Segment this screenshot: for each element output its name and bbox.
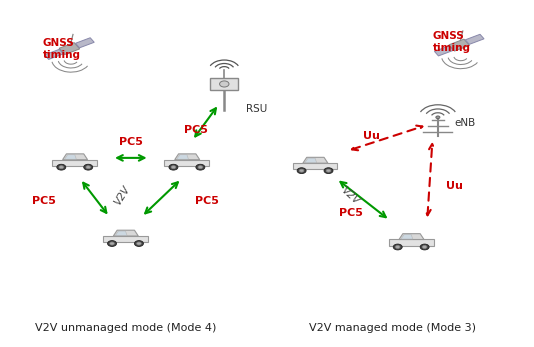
Circle shape [393, 244, 402, 250]
Circle shape [196, 164, 205, 170]
Circle shape [219, 81, 229, 87]
Text: V2V: V2V [112, 185, 131, 208]
Polygon shape [435, 46, 453, 56]
Polygon shape [401, 235, 413, 239]
Text: V2V unmanaged mode (Mode 4): V2V unmanaged mode (Mode 4) [35, 323, 216, 333]
Text: RSU: RSU [246, 104, 267, 114]
Polygon shape [52, 160, 97, 166]
Polygon shape [113, 230, 138, 236]
Polygon shape [449, 39, 469, 51]
Polygon shape [175, 154, 200, 160]
Polygon shape [45, 49, 64, 59]
Polygon shape [177, 155, 189, 159]
Text: PC5: PC5 [32, 196, 56, 206]
Circle shape [169, 164, 178, 170]
Circle shape [171, 166, 176, 169]
Circle shape [324, 168, 333, 174]
Text: Uu: Uu [363, 130, 380, 141]
Polygon shape [293, 163, 337, 169]
Circle shape [107, 240, 116, 246]
Circle shape [420, 244, 429, 250]
Polygon shape [399, 234, 424, 239]
Polygon shape [164, 160, 209, 166]
Polygon shape [389, 239, 434, 246]
Text: V2V: V2V [339, 185, 361, 207]
Polygon shape [62, 154, 88, 160]
Circle shape [137, 242, 141, 245]
Text: PC5: PC5 [184, 125, 208, 135]
Polygon shape [103, 236, 148, 242]
Text: PC5: PC5 [119, 137, 143, 147]
Text: V2V managed mode (Mode 3): V2V managed mode (Mode 3) [309, 323, 476, 333]
Circle shape [436, 116, 440, 119]
Circle shape [86, 166, 90, 169]
Circle shape [297, 168, 306, 174]
Circle shape [422, 246, 427, 248]
Circle shape [110, 242, 114, 245]
Text: PC5: PC5 [195, 196, 219, 206]
Polygon shape [59, 43, 80, 54]
Polygon shape [303, 157, 328, 163]
Polygon shape [115, 231, 127, 236]
Circle shape [396, 246, 400, 248]
Text: GNSS
timing: GNSS timing [433, 31, 470, 53]
Text: Uu: Uu [446, 181, 463, 191]
Polygon shape [305, 158, 317, 163]
Text: PC5: PC5 [339, 209, 363, 218]
Text: GNSS
timing: GNSS timing [43, 38, 81, 60]
Circle shape [84, 164, 93, 170]
Circle shape [198, 166, 202, 169]
Polygon shape [65, 155, 76, 159]
Circle shape [135, 240, 144, 246]
Circle shape [300, 169, 304, 172]
Polygon shape [465, 34, 484, 44]
Text: eNB: eNB [454, 118, 475, 128]
Circle shape [57, 164, 66, 170]
Circle shape [326, 169, 331, 172]
Polygon shape [75, 38, 94, 48]
Circle shape [59, 166, 64, 169]
Polygon shape [210, 78, 238, 90]
